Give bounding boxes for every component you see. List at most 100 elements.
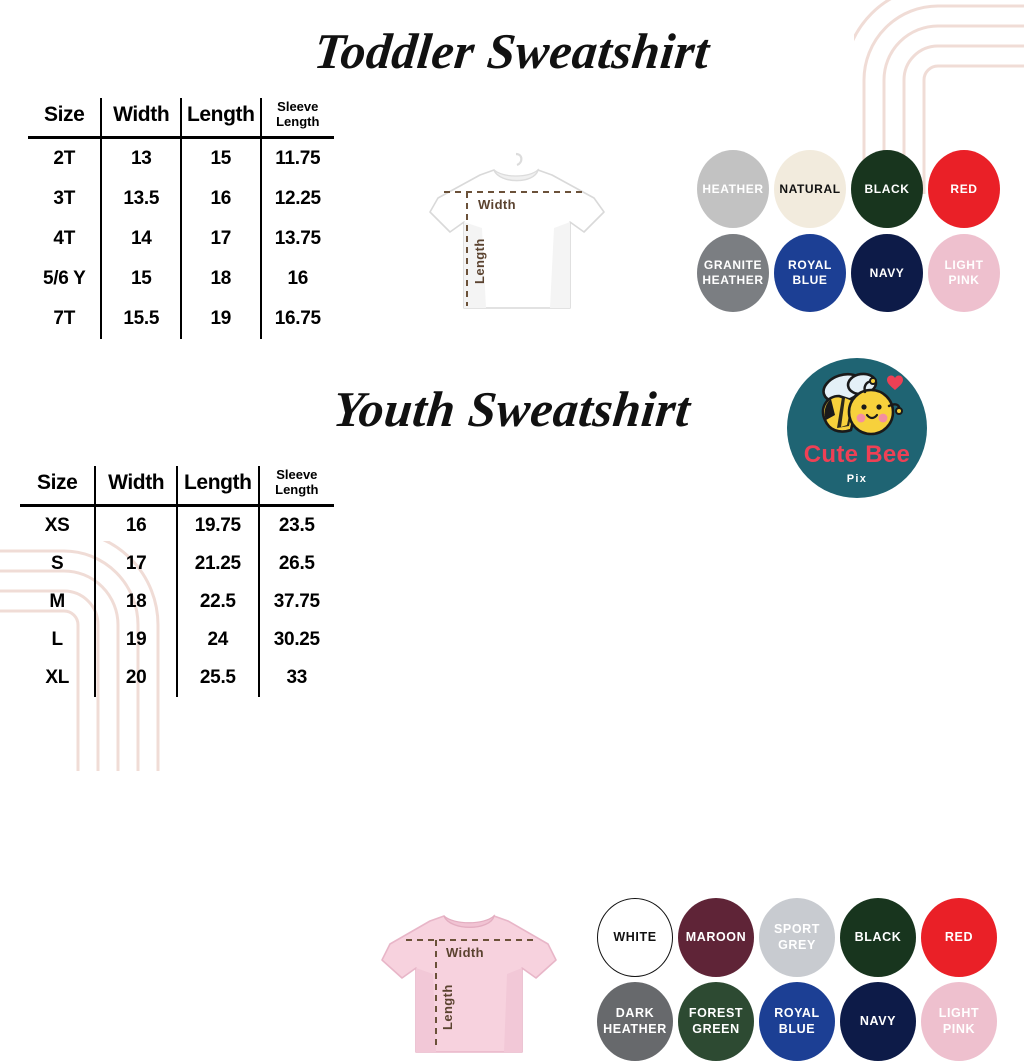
table-row: L 19 24 30.25 <box>20 621 334 660</box>
column-header-sleeve-length: Sleeve Length <box>257 466 334 506</box>
cell-size: L <box>51 629 64 651</box>
length-measure-label: Length <box>472 238 487 284</box>
column-header-size: Size <box>44 102 85 126</box>
cell-sleeve-length: 13.75 <box>259 219 334 260</box>
table-row: 7T 15.5 19 16.75 <box>28 299 334 340</box>
sleeve-header-line1: Sleeve <box>277 99 319 114</box>
cell-size: 7T <box>53 308 75 330</box>
table-row: XS 16 19.75 23.5 <box>20 505 334 546</box>
column-header-width: Width <box>100 98 181 138</box>
width-measure-label: Width <box>478 197 516 212</box>
cell-size: S <box>50 553 64 575</box>
table-row: 2T 13 15 11.75 <box>28 137 334 180</box>
color-swatch-forest-green[interactable]: FOREST GREEN <box>678 982 754 1061</box>
color-swatch-navy[interactable]: NAVY <box>840 982 916 1061</box>
sleeve-header-line2: Length <box>275 481 319 497</box>
column-header-size: Size <box>36 470 78 494</box>
cell-sleeve-length: 37.75 <box>257 583 334 622</box>
brand-logo-badge: Cute Bee Pix <box>787 358 927 498</box>
column-header-width: Width <box>94 466 177 506</box>
cell-width: 14 <box>100 219 181 260</box>
cell-size: 2T <box>53 148 75 170</box>
column-header-sleeve-length: Sleeve Length <box>259 98 334 138</box>
table-row: XL 20 25.5 33 <box>20 659 334 698</box>
cell-length: 18 <box>179 259 261 300</box>
cell-size: XS <box>44 515 70 537</box>
cell-width: 13.5 <box>100 179 181 220</box>
color-swatch-navy[interactable]: NAVY <box>851 234 923 312</box>
color-swatch-red[interactable]: RED <box>921 898 997 977</box>
cell-length: 24 <box>175 621 259 660</box>
cell-width: 13 <box>100 137 181 180</box>
cell-size: XL <box>45 667 70 689</box>
table-row: 5/6 Y 15 18 16 <box>28 259 334 300</box>
youth-tshirt-illustration: Width Length <box>378 898 560 1064</box>
cell-length: 22.5 <box>175 583 259 622</box>
color-swatch-dark-heather[interactable]: DARK HEATHER <box>597 982 673 1061</box>
color-swatch-granite-heather[interactable]: GRANITE HEATHER <box>697 234 769 312</box>
cell-sleeve-length: 23.5 <box>257 505 334 546</box>
cell-sleeve-length: 12.25 <box>259 179 334 220</box>
cell-sleeve-length: 16 <box>259 259 334 300</box>
toddler-section: Toddler Sweatshirt Size Width Length Sle… <box>0 0 1024 370</box>
cell-width: 16 <box>94 505 177 546</box>
cell-length: 19.75 <box>175 505 259 546</box>
cell-width: 15 <box>100 259 181 300</box>
brand-name: Cute Bee <box>803 441 911 468</box>
toddler-tshirt-illustration: Width Length <box>424 148 610 320</box>
column-header-length: Length <box>175 466 259 506</box>
color-swatch-light-pink[interactable]: LIGHT PINK <box>921 982 997 1061</box>
table-row: M 18 22.5 37.75 <box>20 583 334 622</box>
cell-length: 15 <box>179 137 261 180</box>
length-measure-label: Length <box>440 984 455 1030</box>
color-swatch-royal-blue[interactable]: ROYAL BLUE <box>774 234 846 312</box>
color-swatch-red[interactable]: RED <box>928 150 1000 228</box>
youth-color-swatches: WHITE MAROON SPORT GREY BLACK RED DARK HEATHE… <box>597 898 997 1061</box>
cell-size: M <box>49 591 65 613</box>
cell-width: 19 <box>94 621 177 660</box>
cell-size: 3T <box>53 188 75 210</box>
toddler-color-swatches: HEATHER NATURAL BLACK RED GRANITE HEATHER ROY… <box>697 150 1000 312</box>
table-row: 3T 13.5 16 12.25 <box>28 179 334 220</box>
cell-sleeve-length: 16.75 <box>259 299 334 340</box>
color-swatch-black[interactable]: BLACK <box>840 898 916 977</box>
table-header-row: Size Width Length Sleeve Length <box>28 98 334 138</box>
cell-size: 4T <box>53 228 75 250</box>
cell-length: 25.5 <box>175 659 259 698</box>
page-title-toddler: Toddler Sweatshirt <box>311 23 713 79</box>
cell-size: 5/6 Y <box>42 268 86 290</box>
table-row: 4T 14 17 13.75 <box>28 219 334 260</box>
bee-icon <box>821 372 903 436</box>
sleeve-header-line1: Sleeve <box>276 467 318 482</box>
cell-sleeve-length: 11.75 <box>259 137 334 180</box>
width-measure-label: Width <box>446 945 484 960</box>
color-swatch-black[interactable]: BLACK <box>851 150 923 228</box>
cell-sleeve-length: 30.25 <box>257 621 334 660</box>
color-swatch-sport-grey[interactable]: SPORT GREY <box>759 898 835 977</box>
cell-sleeve-length: 33 <box>257 659 334 698</box>
color-swatch-white[interactable]: WHITE <box>597 898 673 977</box>
color-swatch-maroon[interactable]: MAROON <box>678 898 754 977</box>
cell-width: 17 <box>94 545 177 584</box>
cell-length: 17 <box>179 219 261 260</box>
cell-length: 19 <box>179 299 261 340</box>
color-swatch-heather[interactable]: HEATHER <box>697 150 769 228</box>
cell-width: 15.5 <box>100 299 181 340</box>
toddler-size-table: Size Width Length Sleeve Length 2T 13 15 11… <box>28 98 334 340</box>
table-header-row: Size Width Length Sleeve Length <box>20 466 334 506</box>
table-row: S 17 21.25 26.5 <box>20 545 334 584</box>
color-swatch-royal-blue[interactable]: ROYAL BLUE <box>759 982 835 1061</box>
sleeve-header-line2: Length <box>276 113 320 129</box>
cell-length: 21.25 <box>175 545 259 584</box>
youth-table-body: XS 16 19.75 23.5 S 17 21.25 26.5 M 18 22.5 37.75 L 19… <box>20 505 334 698</box>
column-header-length: Length <box>179 98 261 138</box>
color-swatch-natural[interactable]: NATURAL <box>774 150 846 228</box>
cell-width: 18 <box>94 583 177 622</box>
cell-length: 16 <box>179 179 261 220</box>
toddler-table-body: 2T 13 15 11.75 3T 13.5 16 12.25 4T 14 17 13.75 5/6 Y… <box>28 137 334 340</box>
color-swatch-light-pink[interactable]: LIGHT PINK <box>928 234 1000 312</box>
youth-size-table: Size Width Length Sleeve Length XS 16 19.7… <box>20 466 334 698</box>
brand-subtitle: Pix <box>846 473 868 485</box>
cell-sleeve-length: 26.5 <box>257 545 334 584</box>
cell-width: 20 <box>94 659 177 698</box>
